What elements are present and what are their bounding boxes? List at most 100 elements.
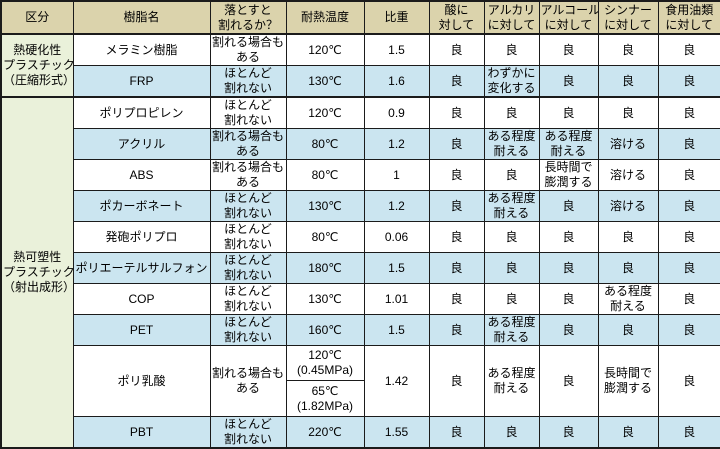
cell-category: 熱硬化性 プラスチック （圧縮形式）	[0, 33, 74, 98]
cell-acid: 良	[428, 128, 485, 160]
cell-resin-name: COP	[72, 283, 211, 315]
cell-alcohol: 良	[538, 190, 599, 222]
cell-heat-temp: 80℃	[285, 159, 365, 191]
cell-resin-name: PET	[72, 314, 211, 346]
cell-break: ほとんど 割れない	[209, 252, 287, 284]
column-header-acid: 酸に 対して	[428, 0, 485, 35]
cell-thinner: 良	[597, 314, 659, 346]
cell-oil: 良	[657, 96, 720, 129]
column-header-category: 区分	[0, 0, 74, 35]
cell-alkali: 良	[483, 283, 540, 315]
cell-heat-temp: 80℃	[285, 221, 365, 253]
cell-resin-name: ポリエーテルサルフォン	[72, 252, 211, 284]
cell-thinner: 良	[597, 221, 659, 253]
cell-gravity: 0.9	[363, 96, 430, 129]
cell-heat-temp: 180℃	[285, 252, 365, 284]
cell-resin-name: ポカーボネート	[72, 190, 211, 222]
table-row: COP ほとんど 割れない 130℃ 1.01 良良良ある程度 耐える良	[1, 283, 720, 315]
column-header-alkali: アルカリ に対して	[483, 0, 540, 35]
cell-alkali: 良	[483, 159, 540, 191]
cell-oil: 良	[657, 283, 720, 315]
cell-break: ほとんど 割れない	[209, 416, 287, 449]
table-row: 熱可塑性 プラスチック （射出成形） ポリプロピレン ほとんど 割れない 120℃ 0.…	[0, 96, 720, 449]
cell-alkali: ある程度 耐える	[483, 190, 540, 222]
cell-gravity: 0.06	[363, 221, 430, 253]
cell-alkali: 良	[483, 96, 540, 129]
cell-oil: 良	[657, 33, 720, 66]
table-row: PBT ほとんど 割れない 220℃ 1.55 良良良良良	[1, 416, 720, 449]
cell-resin-name: 発砲ポリプロ	[72, 221, 211, 253]
cell-heat-temp: 120℃	[285, 33, 365, 66]
column-header-break: 落とすと 割れるか？	[209, 0, 287, 35]
cell-resin-name: ポリ乳酸	[72, 345, 211, 417]
cell-thinner: 良	[597, 65, 659, 98]
cell-oil: 良	[657, 190, 720, 222]
cell-thinner: 良	[597, 252, 659, 284]
cell-gravity: 1.5	[363, 314, 430, 346]
cell-acid: 良	[428, 96, 485, 129]
cell-gravity: 1.01	[363, 283, 430, 315]
cell-gravity: 1	[363, 159, 430, 191]
cell-break: ほとんど 割れない	[209, 96, 287, 129]
cell-break: 割れる場合も ある	[209, 345, 287, 417]
cell-alkali: ある程度 耐える	[483, 345, 540, 417]
cell-break: ほとんど 割れない	[209, 190, 287, 222]
cell-oil: 良	[657, 345, 720, 417]
column-header-gravity: 比重	[363, 0, 430, 35]
column-header-heat: 耐熱温度	[285, 0, 365, 35]
table-row: FRP ほとんど 割れない 130℃ 1.6 良わずかに 変化する良良良	[1, 65, 720, 98]
cell-gravity: 1.6	[363, 65, 430, 98]
table-row: 65℃ (1.82MPa)	[1, 380, 720, 417]
cell-alcohol: ある程度 耐える	[538, 128, 599, 160]
cell-alcohol: 良	[538, 65, 599, 98]
cell-resin-name: PBT	[72, 416, 211, 449]
cell-thinner: 良	[597, 33, 659, 66]
cell-acid: 良	[428, 314, 485, 346]
cell-break: ほとんど 割れない	[209, 314, 287, 346]
cell-resin-name: FRP	[72, 65, 211, 98]
table-row: アクリル 割れる場合も ある 80℃ 1.2 良ある程度 耐える ある程度 耐える 溶ける良	[1, 128, 720, 160]
cell-acid: 良	[428, 33, 485, 66]
cell-alkali: 良	[483, 33, 540, 66]
cell-break: ほとんど 割れない	[209, 283, 287, 315]
table-row: ポカーボネート ほとんど 割れない 130℃ 1.2 良ある程度 耐える良溶ける良	[1, 190, 720, 222]
cell-alcohol: 良	[538, 252, 599, 284]
table-row: PET ほとんど 割れない 160℃ 1.5 良ある程度 耐える良良良	[1, 314, 720, 346]
cell-alcohol: 良	[538, 96, 599, 129]
cell-heat-temp: 120℃ (0.45MPa)	[285, 345, 365, 381]
cell-alkali: ある程度 耐える	[483, 128, 540, 160]
cell-alcohol: 長時間で 膨潤する	[538, 159, 599, 191]
cell-category: 熱可塑性 プラスチック （射出成形）	[0, 96, 74, 449]
cell-thinner: 長時間で 膨潤する	[597, 345, 659, 417]
cell-acid: 良	[428, 159, 485, 191]
cell-gravity: 1.2	[363, 190, 430, 222]
table-row: ABS 割れる場合も ある 80℃ 1 良良長時間で 膨潤する 溶ける良	[1, 159, 720, 191]
cell-resin-name: ポリプロピレン	[72, 96, 211, 129]
cell-thinner: 溶ける	[597, 190, 659, 222]
cell-oil: 良	[657, 159, 720, 191]
cell-acid: 良	[428, 283, 485, 315]
cell-alcohol: 良	[538, 221, 599, 253]
cell-resin-name: ABS	[72, 159, 211, 191]
cell-gravity: 1.2	[363, 128, 430, 160]
cell-oil: 良	[657, 128, 720, 160]
cell-break: 割れる場合も ある	[209, 33, 287, 66]
cell-alcohol: 良	[538, 283, 599, 315]
column-header-thinner: シンナー に対して	[597, 0, 659, 35]
cell-alcohol: 良	[538, 33, 599, 66]
cell-acid: 良	[428, 345, 485, 417]
cell-break: 割れる場合も ある	[209, 159, 287, 191]
cell-resin-name: アクリル	[72, 128, 211, 160]
cell-acid: 良	[428, 252, 485, 284]
cell-thinner: 良	[597, 416, 659, 449]
table-row: ポリ乳酸 割れる場合も ある 120℃ (0.45MPa) 1.42 良ある程度 耐える…	[1, 345, 720, 417]
cell-break: ほとんど 割れない	[209, 65, 287, 98]
cell-gravity: 1.55	[363, 416, 430, 449]
cell-thinner: ある程度 耐える	[597, 283, 659, 315]
cell-break: ほとんど 割れない	[209, 221, 287, 253]
cell-heat-temp: 120℃	[285, 96, 365, 129]
cell-alkali: 良	[483, 252, 540, 284]
cell-thinner: 溶ける	[597, 128, 659, 160]
table-row: ポリエーテルサルフォン ほとんど 割れない 180℃ 1.5 良良良良良	[1, 252, 720, 284]
